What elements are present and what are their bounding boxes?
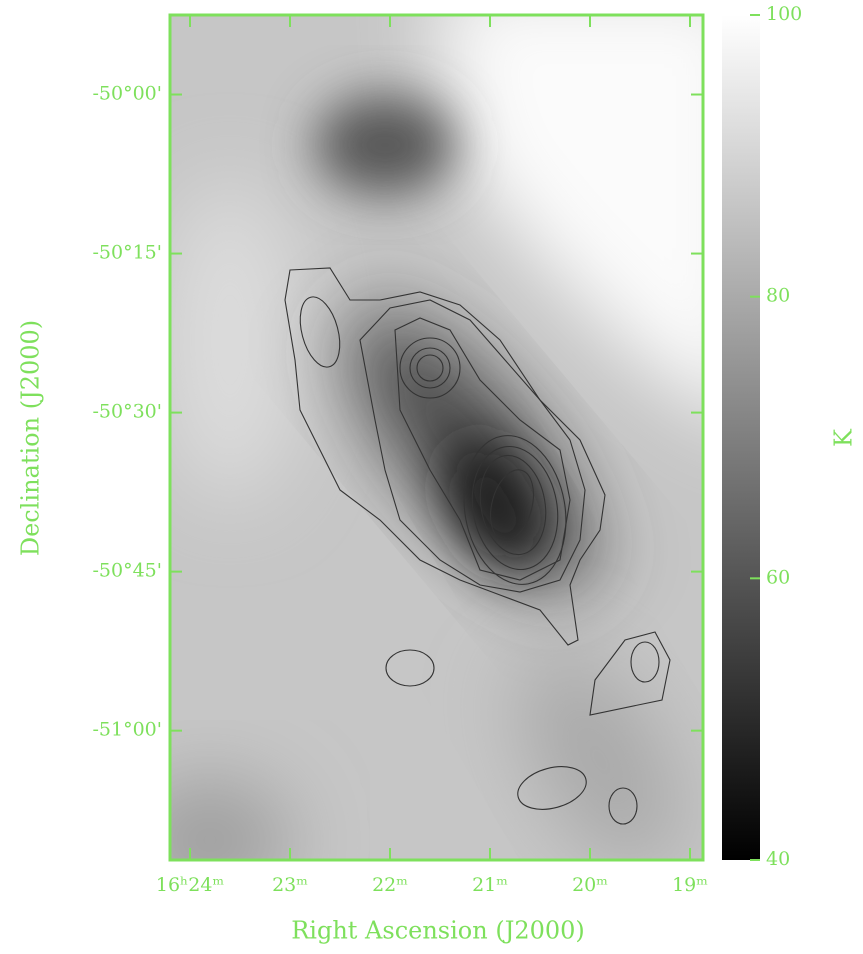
x-axis-label: Right Ascension (J2000)	[291, 917, 585, 945]
plot-frame	[168, 13, 705, 862]
y-tick-label: -50°45'	[93, 560, 163, 582]
y-tick-label: -50°30'	[93, 401, 163, 423]
colorbar	[722, 15, 760, 860]
contours	[284, 267, 671, 825]
colorbar-tick-label: 60	[766, 566, 790, 588]
colorbar-tick-label: 80	[766, 285, 790, 307]
x-tick-label: 19ᵐ	[672, 874, 708, 896]
colorbar-tick-label: 100	[766, 3, 802, 25]
x-tick-label: 21ᵐ	[472, 874, 508, 896]
colorbar-tick-label: 40	[766, 848, 790, 870]
y-tick-label: -51°00'	[93, 719, 163, 741]
y-tick-label: -50°00'	[93, 83, 163, 105]
x-tick-label: 16ʰ24ᵐ	[156, 874, 225, 896]
sky-image	[170, 15, 703, 860]
x-tick-label: 20ᵐ	[572, 874, 608, 896]
x-tick-label: 23ᵐ	[272, 874, 308, 896]
y-tick-label: -50°15'	[93, 242, 163, 264]
x-tick-label: 22ᵐ	[372, 874, 408, 896]
y-axis-label: Declination (J2000)	[17, 320, 45, 556]
colorbar-label: K	[830, 428, 858, 447]
